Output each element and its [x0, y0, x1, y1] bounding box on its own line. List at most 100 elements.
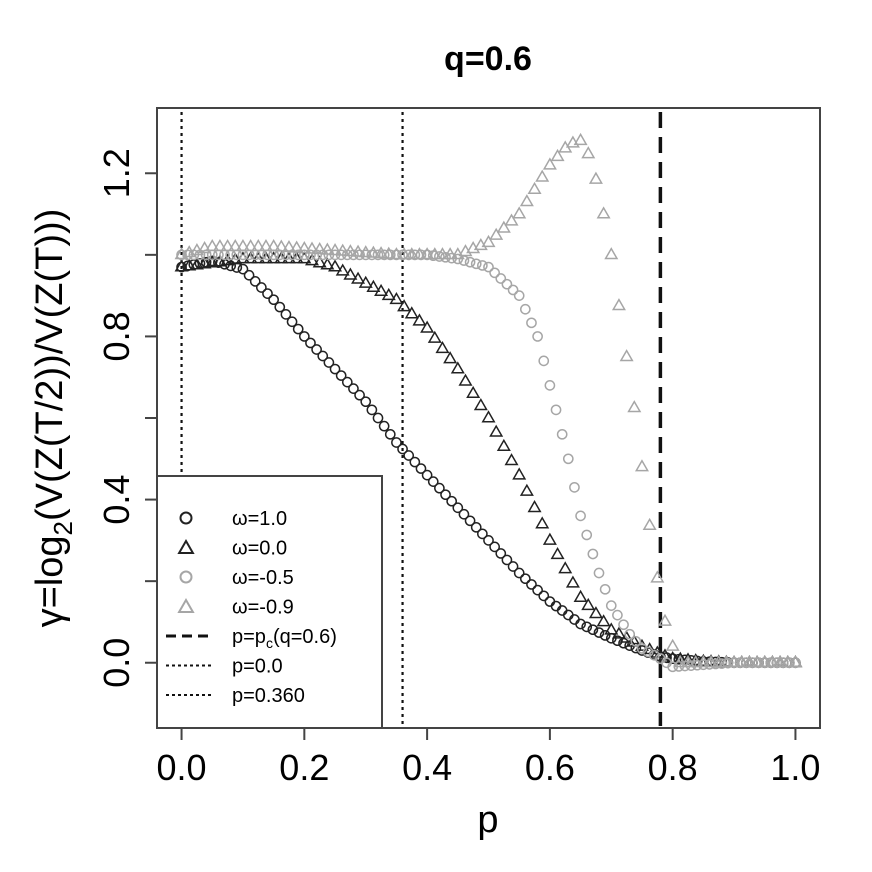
- data-point: [581, 597, 596, 611]
- data-point: [384, 428, 396, 440]
- data-point: [317, 350, 329, 362]
- data-point: [538, 590, 550, 602]
- data-point: [470, 521, 482, 533]
- data-point: [298, 331, 310, 342]
- data-point: [174, 259, 189, 272]
- data-point: [575, 618, 586, 630]
- data-point: [464, 256, 476, 268]
- data-point: [688, 655, 703, 668]
- data-point: [780, 655, 795, 668]
- data-point: [611, 626, 626, 639]
- data-point: [440, 489, 451, 501]
- data-point: [297, 241, 312, 254]
- data-point: [634, 459, 649, 472]
- data-point: [604, 622, 619, 635]
- data-point: [535, 169, 550, 182]
- data-point: [618, 637, 629, 649]
- data-point: [320, 242, 335, 255]
- data-point: [535, 516, 550, 529]
- data-point: [427, 330, 442, 343]
- data-point: [588, 606, 603, 619]
- legend-label: p=pc(q=0.6): [232, 626, 337, 651]
- y-axis-label: γ=log2(V(Z(T/2))/V(Z(T))): [29, 209, 78, 628]
- data-point: [599, 630, 611, 641]
- data-point: [496, 438, 511, 452]
- data-point: [611, 298, 626, 311]
- x-tick-label: 0.2: [279, 747, 329, 788]
- data-point: [581, 621, 593, 633]
- data-point: [256, 282, 267, 293]
- data-point: [550, 148, 565, 162]
- data-point: [197, 256, 212, 269]
- data-point: [696, 655, 711, 668]
- data-point: [544, 596, 556, 607]
- data-point: [513, 290, 525, 301]
- data-point: [593, 627, 605, 638]
- data-point: [435, 247, 450, 260]
- data-point: [450, 361, 465, 374]
- y-axis: 0.0 0.4 0.8 1.2: [96, 148, 157, 688]
- data-point: [262, 288, 273, 299]
- data-point: [212, 254, 227, 267]
- data-point: [205, 255, 220, 268]
- data-point: [470, 258, 482, 270]
- data-point: [251, 238, 266, 252]
- data-point: [412, 313, 427, 326]
- data-point: [605, 600, 617, 611]
- data-point: [464, 515, 476, 527]
- data-point: [544, 380, 556, 391]
- data-point: [404, 306, 419, 319]
- data-point: [587, 624, 599, 636]
- x-axis: 0.0 0.2 0.4 0.6 0.8 1.0: [157, 728, 820, 788]
- data-point: [189, 257, 204, 270]
- data-point: [176, 249, 187, 261]
- data-point: [519, 303, 531, 315]
- data-point: [569, 614, 580, 625]
- data-point: [642, 517, 657, 531]
- data-point: [298, 249, 310, 261]
- data-point: [538, 355, 550, 367]
- data-point: [348, 383, 359, 394]
- data-point: [305, 337, 316, 349]
- data-point: [650, 645, 665, 658]
- data-point: [434, 251, 445, 262]
- data-point: [771, 657, 783, 669]
- legend: ω=1.0 ω=0.0 ω=-0.5 ω=-0.9 p=pc(q=0.6) p=0.0 p=…: [156, 475, 383, 729]
- data-point: [389, 247, 404, 260]
- data-point: [415, 463, 427, 474]
- data-point: [588, 171, 603, 184]
- data-point: [481, 410, 496, 423]
- x-tick-label: 0.4: [402, 747, 452, 788]
- data-point: [435, 340, 450, 354]
- y-tick-label: 0.8: [96, 311, 137, 361]
- data-point: [556, 605, 568, 616]
- data-point: [593, 567, 605, 579]
- legend-label: ω=-0.5: [232, 567, 294, 589]
- data-point: [274, 301, 286, 313]
- data-point: [292, 323, 304, 335]
- data-point: [249, 276, 261, 287]
- data-point: [788, 655, 803, 668]
- data-point: [483, 261, 494, 273]
- data-point: [489, 227, 504, 240]
- data-point: [501, 278, 513, 290]
- data-point: [596, 206, 611, 219]
- data-point: [581, 529, 593, 541]
- data-point: [397, 247, 412, 260]
- legend-symbol: [179, 570, 193, 584]
- data-point: [704, 655, 719, 668]
- data-point: [311, 344, 322, 355]
- data-point: [281, 251, 296, 264]
- data-point: [312, 255, 327, 268]
- data-point: [335, 370, 347, 381]
- data-point: [630, 635, 642, 647]
- series: [174, 132, 803, 668]
- data-point: [329, 363, 341, 375]
- x-tick-label: 1.0: [770, 747, 820, 788]
- data-point: [335, 263, 350, 276]
- chart-title: q=0.6: [444, 40, 532, 78]
- legend-symbol: [177, 597, 195, 613]
- data-point: [251, 251, 266, 264]
- data-point: [378, 420, 390, 432]
